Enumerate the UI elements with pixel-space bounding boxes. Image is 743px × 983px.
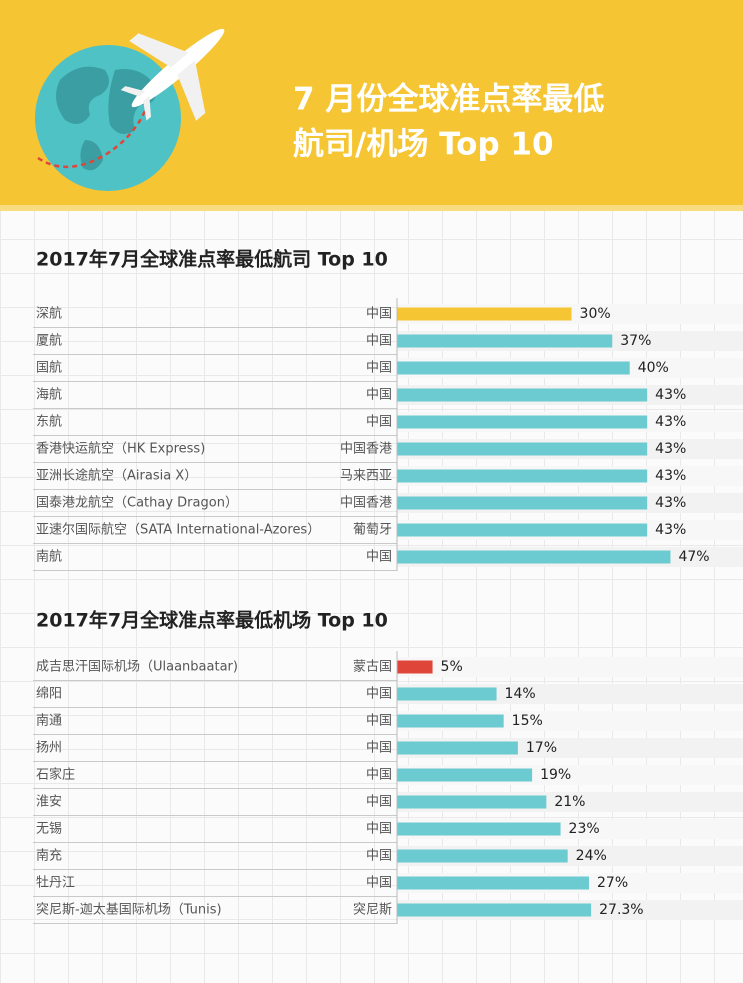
category-label: 南通 (36, 713, 62, 729)
country-label: 中国 (366, 714, 392, 729)
bar (397, 523, 648, 537)
category-label: 无锡 (36, 822, 62, 837)
country-label: 中国 (366, 388, 392, 403)
country-label: 马来西亚 (340, 469, 392, 484)
country-label: 中国香港 (340, 496, 392, 511)
bar (397, 741, 518, 755)
value-label: 24% (576, 848, 607, 864)
country-label: 中国 (366, 361, 392, 376)
value-label: 5% (441, 659, 463, 675)
globe-illustration (35, 28, 225, 191)
category-label: 国泰港龙航空（Cathay Dragon） (36, 495, 238, 511)
value-label: 43% (655, 414, 686, 430)
category-label: 突尼斯-迦太基国际机场（Tunis) (36, 902, 222, 918)
value-label: 15% (512, 713, 543, 729)
category-label: 南航 (36, 549, 62, 565)
value-label: 19% (540, 767, 571, 783)
value-label: 47% (678, 549, 709, 565)
country-label: 中国 (366, 307, 392, 322)
country-label: 蒙古国 (353, 660, 392, 675)
value-label: 37% (620, 333, 651, 349)
charts: 2017年7月全球准点率最低航司 Top 10深航 中国 30%厦航 中国 37%国航中… (33, 248, 743, 924)
value-label: 40% (638, 360, 669, 376)
country-label: 中国 (366, 415, 392, 430)
value-label: 43% (655, 468, 686, 484)
header-title: 航司/机场 Top 10 (293, 127, 554, 163)
bar (397, 768, 533, 782)
bar (397, 687, 497, 701)
category-label: 香港快运航空（HK Express) (36, 441, 205, 457)
value-label: 43% (655, 387, 686, 403)
bar (397, 660, 433, 674)
category-label: 亚速尔国际航空（SATA International-Azores） (36, 522, 320, 538)
value-label: 21% (554, 794, 585, 810)
country-label: 中国 (366, 687, 392, 702)
category-label: 扬州 (36, 741, 62, 756)
country-label: 中国 (366, 550, 392, 565)
value-label: 43% (655, 522, 686, 538)
bar (397, 334, 613, 348)
country-label: 中国香港 (340, 442, 392, 457)
country-label: 中国 (366, 741, 392, 756)
country-label: 突尼斯 (353, 902, 392, 918)
bar (397, 307, 572, 321)
value-label: 17% (526, 740, 557, 756)
country-label: 中国 (366, 849, 392, 864)
category-label: 厦航 (36, 333, 62, 349)
country-label: 中国 (366, 334, 392, 349)
country-label: 中国 (366, 876, 392, 891)
bar (397, 361, 630, 375)
value-label: 43% (655, 441, 686, 457)
country-label: 葡萄牙 (353, 523, 392, 538)
chart-title: 2017年7月全球准点率最低机场 Top 10 (36, 609, 388, 632)
value-label: 27.3% (599, 902, 643, 918)
bar (397, 550, 671, 564)
category-label: 国航 (36, 360, 62, 376)
category-label: 石家庄 (36, 767, 75, 783)
bar (397, 469, 648, 483)
value-label: 27% (597, 875, 628, 891)
row-band (397, 657, 743, 677)
category-label: 绵阳 (36, 687, 62, 702)
header-edge (0, 205, 743, 211)
bar (397, 795, 547, 809)
country-label: 中国 (366, 822, 392, 837)
category-label: 深航 (36, 306, 62, 322)
bar (397, 849, 568, 863)
value-label: 43% (655, 495, 686, 511)
category-label: 淮安 (36, 795, 62, 810)
country-label: 中国 (366, 795, 392, 810)
category-label: 亚洲长途航空（Airasia X） (36, 468, 197, 484)
category-label: 东航 (36, 414, 62, 430)
bar (397, 714, 504, 728)
bar (397, 415, 648, 429)
bar (397, 496, 648, 510)
category-label: 成吉思汗国际机场（Ulaanbaatar) (36, 660, 238, 675)
category-label: 海航 (36, 387, 62, 403)
bar (397, 442, 648, 456)
value-label: 30% (580, 306, 611, 322)
header-title: 7 月份全球准点率最低 (293, 82, 604, 118)
bar (397, 903, 592, 917)
value-label: 14% (505, 686, 536, 702)
value-label: 23% (569, 821, 600, 837)
bar (397, 388, 648, 402)
category-label: 牡丹江 (36, 876, 75, 891)
bar (397, 876, 589, 890)
bar (397, 822, 561, 836)
country-label: 中国 (366, 768, 392, 783)
category-label: 南充 (36, 848, 62, 864)
chart-title: 2017年7月全球准点率最低航司 Top 10 (36, 248, 388, 271)
